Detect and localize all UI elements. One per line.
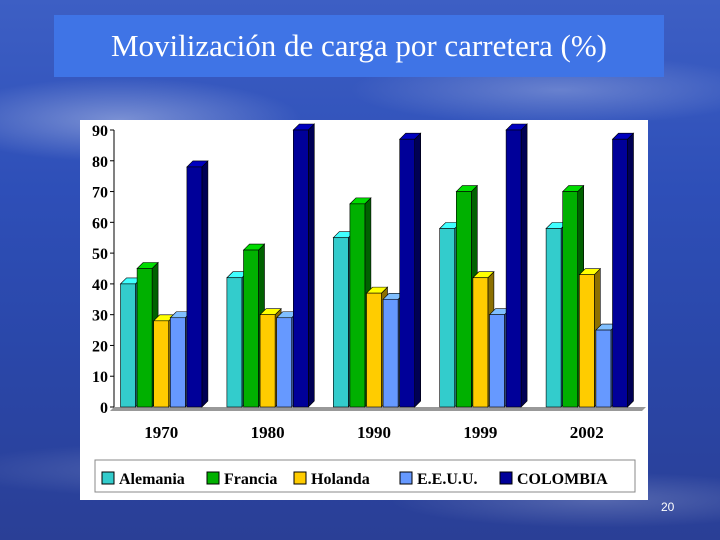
legend-label: Alemania [119, 471, 185, 488]
bar [382, 298, 399, 408]
bar [439, 228, 456, 408]
legend-label: Holanda [311, 471, 370, 488]
bar-side [414, 132, 422, 408]
bar [595, 329, 612, 408]
bar [186, 166, 203, 408]
bar [226, 277, 243, 408]
bar [276, 317, 292, 408]
y-tick-label: 60 [92, 215, 108, 232]
bar [136, 268, 153, 408]
bar-side [308, 123, 315, 408]
y-tick-label: 10 [92, 369, 108, 386]
legend-swatch [499, 471, 513, 485]
legend-swatch [206, 471, 220, 485]
bar [170, 317, 186, 408]
bar [153, 320, 169, 408]
bar [505, 129, 522, 408]
category-label: 1980 [251, 423, 285, 442]
y-tick-label: 70 [92, 185, 108, 202]
bar [349, 203, 366, 408]
bar [472, 277, 489, 408]
legend-swatch [101, 471, 115, 485]
bar [293, 129, 309, 408]
bar [399, 138, 416, 408]
category-label: 1970 [144, 423, 178, 442]
legend-label: COLOMBIA [517, 471, 608, 488]
bar [366, 292, 382, 408]
bar [259, 314, 276, 408]
y-tick-label: 80 [92, 154, 108, 171]
bar [578, 274, 595, 408]
bar [455, 191, 472, 408]
legend-label: E.E.U.U. [417, 471, 477, 488]
y-tick-label: 40 [92, 277, 108, 294]
legend-swatch [399, 471, 413, 485]
bar-side [520, 123, 528, 408]
y-tick-label: 30 [92, 308, 108, 325]
bar [120, 283, 136, 408]
category-label: 2002 [570, 423, 604, 442]
y-tick-label: 20 [92, 338, 108, 355]
legend-swatch [293, 471, 307, 485]
bar [562, 191, 579, 408]
bar-side [201, 160, 209, 408]
bar [612, 138, 628, 408]
slide-number: 20 [661, 500, 675, 514]
bar-chart: 0 10 20 30 40 50 60 70 80 90 1970 1980 1990 1999 2002 A… [92, 123, 646, 493]
y-tick-label: 50 [92, 246, 108, 263]
y-tick-label: 90 [92, 123, 108, 140]
legend-box [94, 459, 636, 493]
slide-title: Movilización de carga por carretera (%) [54, 15, 664, 77]
chart-panel: 0 10 20 30 40 50 60 70 80 90 1970 1980 1990 1999 2002 A… [80, 120, 648, 500]
bar [489, 314, 505, 408]
legend-label: Francia [224, 471, 277, 488]
bar [545, 228, 562, 408]
category-label: 1999 [463, 423, 497, 442]
bar-side [627, 132, 634, 408]
y-tick-label: 0 [100, 400, 108, 417]
category-label: 1990 [357, 423, 391, 442]
bar [243, 249, 259, 408]
chart-floor [110, 407, 646, 411]
bar [333, 237, 349, 408]
